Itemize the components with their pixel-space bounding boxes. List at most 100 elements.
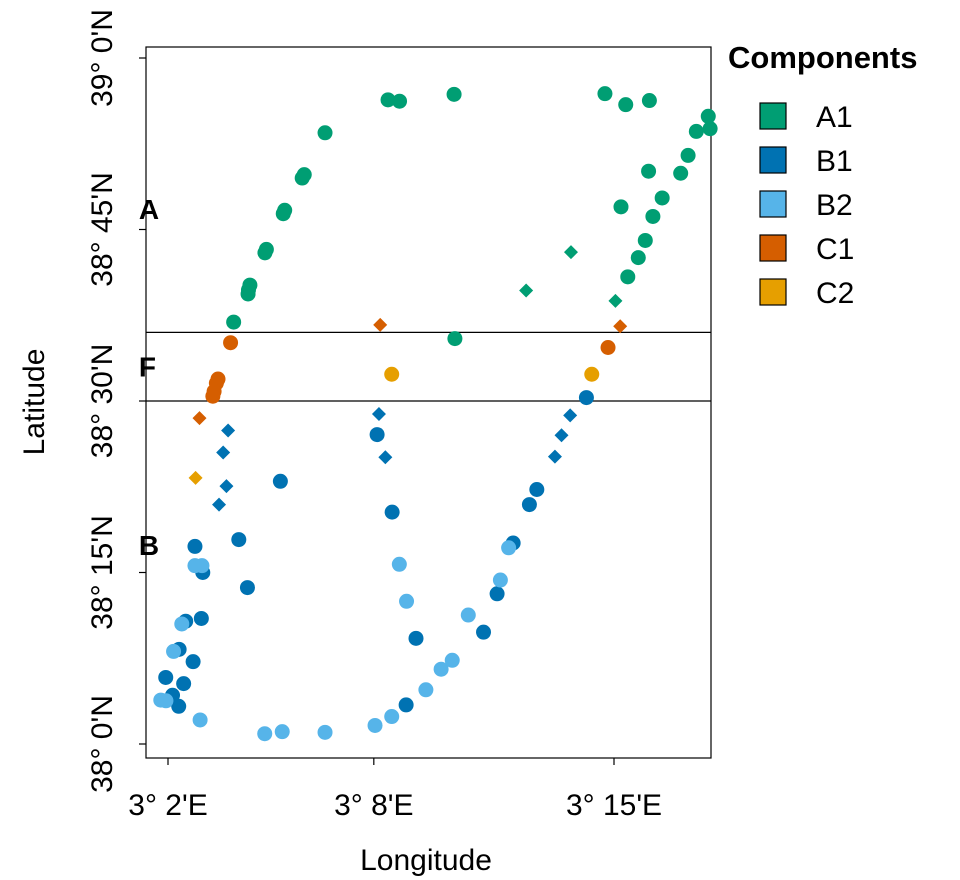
point-b1 <box>398 697 414 713</box>
point-a1 <box>294 170 310 186</box>
region-divider-lines <box>146 331 711 402</box>
point-a1 <box>226 314 242 330</box>
legend-swatch-c2 <box>759 278 787 306</box>
point-b1 <box>521 497 537 513</box>
point-a1 <box>637 232 653 248</box>
legend-label-c1: C1 <box>816 233 854 266</box>
point-c1-diamond <box>613 319 628 334</box>
point-b1 <box>272 473 288 489</box>
legend: Components A1 B1 B2 C1 C2 <box>728 40 917 310</box>
point-a1 <box>613 199 629 215</box>
x-tick-label: 3° 8'E <box>334 789 413 822</box>
x-axis: 3° 2'E 3° 8'E 3° 15'E <box>128 757 662 822</box>
point-a1 <box>700 108 716 124</box>
point-b1-diamond <box>547 449 562 464</box>
point-b1-diamond <box>212 497 227 512</box>
point-a1 <box>317 125 333 141</box>
point-a1 <box>688 123 704 139</box>
point-b2 <box>384 709 400 725</box>
legend-label-a1: A1 <box>816 101 853 134</box>
point-b1 <box>176 676 192 692</box>
point-a1 <box>645 208 661 224</box>
legend-label-b1: B1 <box>816 145 853 178</box>
plot-frame <box>145 46 712 759</box>
point-a1-diamond <box>519 283 534 298</box>
point-b2 <box>399 593 415 609</box>
point-c2 <box>384 366 400 382</box>
point-a1 <box>597 86 613 102</box>
point-b1 <box>369 427 385 443</box>
point-b2 <box>257 726 273 742</box>
point-b1 <box>187 538 203 554</box>
point-b2 <box>418 682 434 698</box>
point-b1 <box>193 610 209 626</box>
point-a1 <box>654 190 670 206</box>
point-b2 <box>444 652 460 668</box>
point-a1 <box>641 93 657 109</box>
y-tick-label: 38° 30'N <box>86 344 119 458</box>
point-b1 <box>529 481 545 497</box>
point-b1 <box>185 654 201 670</box>
point-a1 <box>618 97 634 113</box>
legend-title: Components <box>728 40 917 75</box>
legend-label-b2: B2 <box>816 189 853 222</box>
region-label-a: A <box>139 194 159 225</box>
point-c2-diamond <box>188 470 203 485</box>
point-b1-diamond <box>219 479 234 494</box>
x-tick-label: 3° 15'E <box>566 789 662 822</box>
point-a1 <box>380 92 396 108</box>
point-a1-diamond <box>608 293 623 308</box>
point-a1 <box>641 163 657 179</box>
x-axis-title: Longitude <box>360 844 492 877</box>
point-b2 <box>317 724 333 740</box>
point-c2 <box>584 366 600 382</box>
point-a1 <box>680 147 696 163</box>
point-b2 <box>174 616 190 632</box>
point-b1 <box>489 586 505 602</box>
point-b1-diamond <box>554 428 569 443</box>
y-axis-title: Latitude <box>18 349 51 456</box>
point-b1-diamond <box>378 450 393 465</box>
point-b1 <box>158 669 174 685</box>
point-b1-diamond <box>216 445 231 460</box>
point-b1 <box>231 532 247 548</box>
point-b2 <box>192 712 208 728</box>
point-a1 <box>702 121 718 137</box>
point-a1 <box>275 206 291 222</box>
y-tick-label: 38° 0'N <box>86 695 119 793</box>
point-b2 <box>367 717 383 733</box>
region-label-b: B <box>139 530 159 561</box>
point-b1 <box>384 504 400 520</box>
point-a1 <box>447 331 463 347</box>
point-c1 <box>205 388 221 404</box>
point-b1 <box>578 390 594 406</box>
point-a1 <box>446 86 462 102</box>
point-c1 <box>600 339 616 355</box>
point-b2 <box>158 693 174 709</box>
point-b2 <box>460 607 476 623</box>
legend-swatch-a1 <box>759 102 787 130</box>
point-b2 <box>433 661 449 677</box>
point-a1-diamond <box>563 245 578 260</box>
point-b1-diamond <box>371 407 386 422</box>
point-c1-diamond <box>373 317 388 332</box>
point-a1 <box>240 286 256 302</box>
y-tick-label: 38° 15'N <box>86 515 119 629</box>
point-c1 <box>223 335 239 351</box>
point-b1 <box>408 630 424 646</box>
region-labels: A F B <box>139 194 159 561</box>
x-tick-label: 3° 2'E <box>128 789 207 822</box>
point-b2 <box>166 643 182 659</box>
point-b2 <box>391 556 407 572</box>
point-a1 <box>392 93 408 109</box>
legend-swatch-c1 <box>759 234 787 262</box>
legend-swatch-b1 <box>759 146 787 174</box>
y-tick-label: 39° 0'N <box>86 9 119 107</box>
point-b2 <box>194 558 210 574</box>
point-c1-diamond <box>192 411 207 426</box>
point-a1 <box>630 250 646 266</box>
point-b2 <box>274 724 290 740</box>
point-b2 <box>492 572 508 588</box>
point-b2 <box>501 540 517 556</box>
